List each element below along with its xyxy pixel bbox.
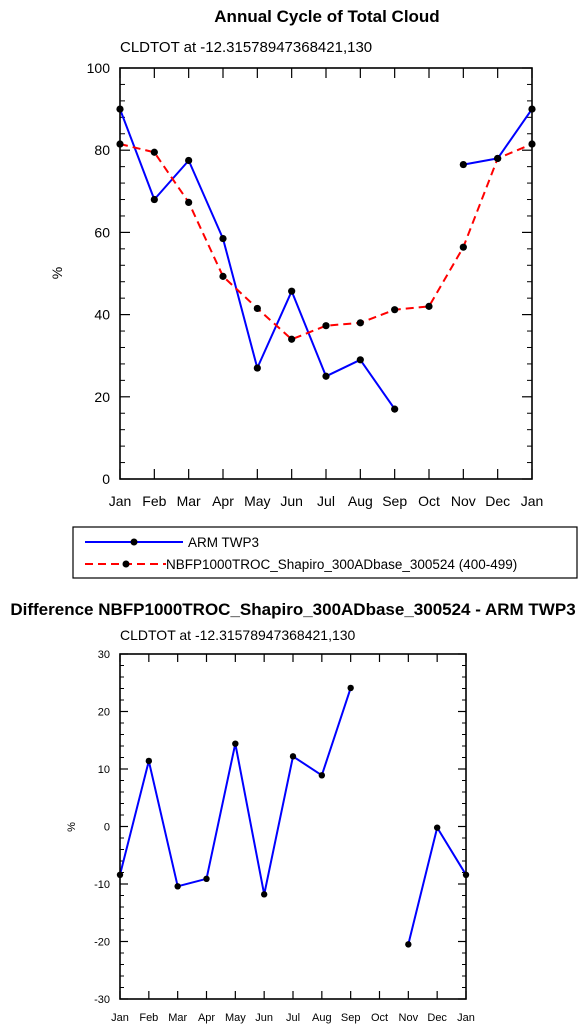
c1-y-tick-label: 40	[94, 307, 110, 323]
c1-x-tick-label: Jul	[317, 493, 335, 509]
c2-y-tick-label: 10	[98, 764, 110, 776]
c1-x-tick-label: Sep	[382, 493, 407, 509]
c2-x-tick-label: Apr	[198, 1012, 215, 1024]
c2-series-0-point	[405, 941, 412, 948]
c1-series-1-point	[185, 198, 193, 206]
c1-x-tick-label: Jun	[280, 493, 303, 509]
chart1-series	[116, 105, 536, 413]
c1-series-1-point	[356, 319, 364, 327]
c1-series-1-point	[219, 272, 227, 280]
c2-x-tick-label: Aug	[312, 1012, 332, 1024]
c1-y-tick-label: 80	[94, 142, 110, 158]
c2-series-0-point	[433, 824, 441, 831]
c1-x-tick-label: Nov	[451, 493, 476, 509]
c1-x-tick-label: Jan	[521, 493, 544, 509]
c1-series-0-point	[322, 372, 330, 380]
c2-series-0-point	[145, 757, 153, 765]
c2-x-tick-label: Mar	[168, 1012, 187, 1024]
c1-series-0-point	[356, 356, 364, 364]
c2-x-tick-label: Oct	[371, 1012, 388, 1024]
c1-series-1-point	[459, 243, 467, 251]
c2-x-tick-label: Jul	[286, 1012, 300, 1024]
c1-series-0-point	[391, 405, 399, 413]
c2-x-tick-label: Sep	[341, 1012, 361, 1024]
c1-series-1-point	[288, 335, 296, 343]
chart1-legend: ARM TWP3 NBFP1000TROC_Shapiro_300ADbase_…	[72, 526, 578, 579]
legend-label-model: NBFP1000TROC_Shapiro_300ADbase_300524 (4…	[166, 557, 517, 572]
c2-x-tick-label: May	[225, 1012, 246, 1024]
chart1-subtitle: CLDTOT at -12.31578947368421,130	[120, 39, 372, 56]
c2-y-tick-label: -20	[94, 937, 110, 949]
c2-y-tick-label: 0	[104, 822, 110, 834]
c1-y-tick-label: 0	[102, 471, 110, 487]
c2-series-0-point	[289, 753, 297, 760]
c2-y-tick-label: 20	[98, 707, 110, 719]
chart2-title: Difference NBFP1000TROC_Shapiro_300ADbas…	[10, 600, 575, 619]
c1-y-tick-label: 100	[87, 60, 111, 76]
c1-series-0-line	[119, 108, 396, 410]
c1-x-tick-label: Apr	[212, 493, 234, 509]
c1-series-0-point	[459, 160, 467, 169]
difference-chart: Difference NBFP1000TROC_Shapiro_300ADbas…	[10, 600, 575, 1024]
c2-y-tick-label: -10	[94, 879, 110, 891]
c1-x-tick-label: Jan	[109, 493, 132, 509]
c1-x-tick-label: Aug	[348, 493, 373, 509]
c1-x-tick-label: May	[244, 493, 270, 509]
c2-y-tick-label: -30	[94, 994, 110, 1006]
c2-series-0-line	[407, 826, 467, 945]
legend-box	[72, 526, 578, 579]
chart1-plot-frame	[119, 67, 533, 480]
chart2-series	[116, 684, 470, 948]
c1-series-0-point	[288, 287, 296, 295]
chart1-ticks: Jan Feb Mar Apr May Jun Jul Aug Sep Oct Nov Dec Jan 0…	[87, 60, 544, 509]
c1-series-0-point	[185, 156, 193, 165]
legend-label-arm: ARM TWP3	[188, 535, 259, 550]
annual-cycle-chart: Annual Cycle of Total Cloud CLDTOT at -1…	[49, 7, 543, 509]
c2-y-tick-label: 30	[98, 649, 110, 661]
c1-series-1-point	[494, 154, 502, 163]
c1-series-0-point	[219, 234, 227, 243]
c1-x-tick-label: Feb	[142, 493, 166, 509]
chart2-ticks: Jan Feb Mar Apr May Jun Jul Aug Sep Oct Nov Dec Jan-…	[94, 649, 475, 1024]
chart1-y-axis-label: %	[49, 267, 65, 279]
c2-x-tick-label: Jan	[457, 1012, 475, 1024]
c2-x-tick-label: Jan	[111, 1012, 129, 1024]
c2-series-0-point	[318, 772, 326, 779]
chart2-y-axis-label: %	[66, 822, 78, 832]
c2-series-0-point	[203, 875, 210, 883]
c2-x-tick-label: Nov	[399, 1012, 419, 1024]
c1-series-1-line	[119, 143, 533, 341]
c2-x-tick-label: Feb	[139, 1012, 158, 1024]
c1-series-1-point	[150, 148, 158, 156]
c2-x-tick-label: Dec	[427, 1012, 447, 1024]
c1-x-tick-label: Dec	[485, 493, 510, 509]
c1-x-tick-label: Oct	[418, 493, 440, 509]
c1-series-1-point	[391, 306, 399, 314]
c2-series-0-point	[260, 891, 268, 898]
legend-marker-arm	[130, 538, 138, 546]
c1-series-1-point	[253, 304, 261, 313]
c1-series-1-point	[322, 322, 330, 330]
c1-y-tick-label: 20	[94, 389, 110, 405]
c2-x-tick-label: Jun	[255, 1012, 273, 1024]
c1-x-tick-label: Mar	[177, 493, 201, 509]
c2-series-0-line	[119, 687, 352, 896]
c1-y-tick-label: 60	[94, 224, 110, 240]
c1-series-1-point	[425, 302, 433, 310]
c2-series-0-point	[232, 740, 239, 747]
c1-series-0-point	[253, 364, 261, 372]
c2-series-0-point	[174, 883, 181, 890]
c1-series-0-point	[150, 195, 158, 204]
chart2-plot-frame	[119, 653, 467, 1000]
legend-marker-model	[122, 560, 130, 568]
chart1-title: Annual Cycle of Total Cloud	[214, 7, 439, 26]
chart2-subtitle: CLDTOT at -12.31578947368421,130	[120, 627, 356, 643]
c2-series-0-point	[347, 684, 354, 692]
